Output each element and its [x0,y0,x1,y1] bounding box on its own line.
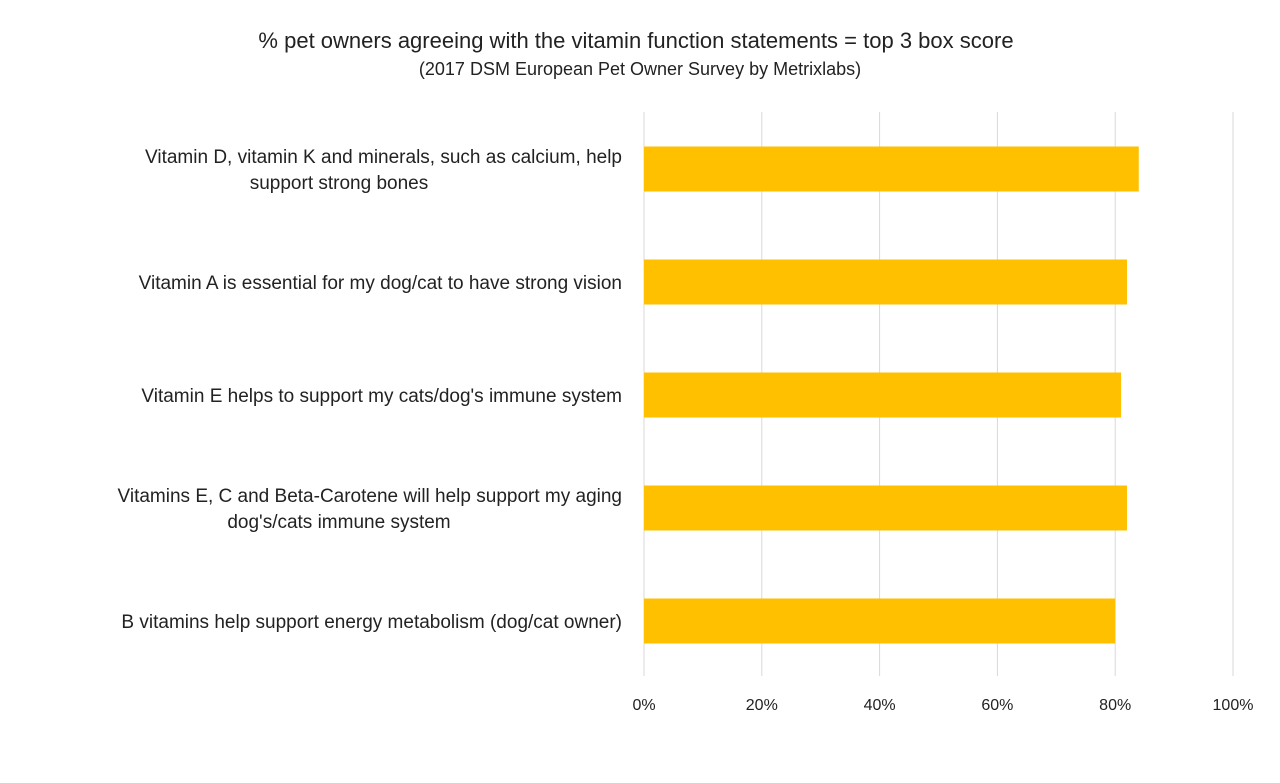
bar [644,146,1139,192]
category-label: Vitamin E helps to support my cats/dog's… [141,386,622,407]
category-label: Vitamins E, C and Beta-Carotene will hel… [118,486,622,507]
x-tick-label: 20% [746,697,778,714]
x-axis-ticks: 0% 20% 40% 60% 80% 100% [632,697,1253,714]
category-label: Vitamin D, vitamin K and minerals, such … [145,147,622,168]
bar [644,485,1127,531]
category-label: Vitamin A is essential for my dog/cat to… [139,273,622,294]
category-labels: Vitamin D, vitamin K and minerals, such … [118,147,622,633]
x-tick-label: 80% [1099,697,1131,714]
x-tick-label: 100% [1213,697,1254,714]
x-tick-label: 40% [864,697,896,714]
bars [644,146,1139,644]
category-label: dog's/cats immune system [227,512,450,533]
chart-subtitle: (2017 DSM European Pet Owner Survey by M… [419,59,861,79]
bar [644,598,1116,644]
x-tick-label: 60% [981,697,1013,714]
x-tick-label: 0% [632,697,655,714]
chart-title: % pet owners agreeing with the vitamin f… [258,28,1013,53]
category-label: support strong bones [250,173,429,194]
bar [644,259,1127,305]
category-label: B vitamins help support energy metabolis… [121,612,622,633]
bar [644,372,1122,418]
